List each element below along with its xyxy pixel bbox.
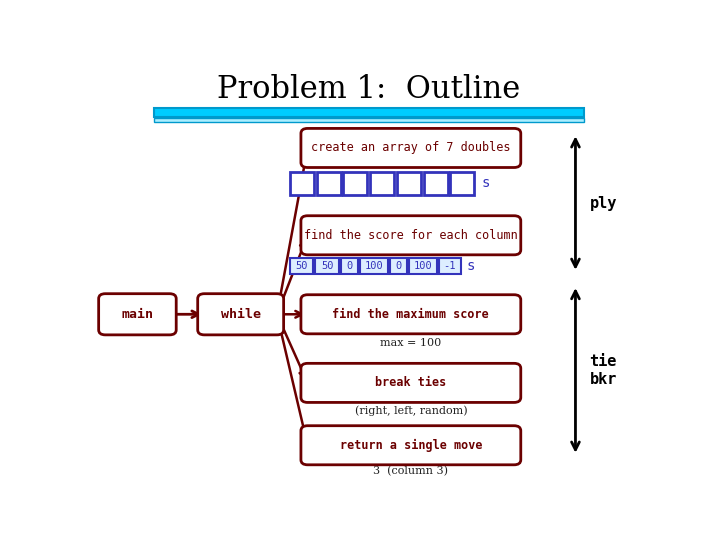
Text: 100: 100 [414,261,433,271]
Text: ply: ply [590,195,617,211]
FancyBboxPatch shape [301,426,521,465]
Bar [289,258,313,274]
Text: 50: 50 [321,261,333,271]
FancyBboxPatch shape [301,129,521,167]
Text: (right, left, random): (right, left, random) [354,406,467,416]
Bar [341,258,358,274]
Text: Problem 1:  Outline: Problem 1: Outline [217,74,521,105]
Bar [317,172,341,195]
Bar [289,172,314,195]
Text: -1: -1 [444,261,456,271]
Bar [370,172,394,195]
FancyBboxPatch shape [301,216,521,255]
Bar [315,258,339,274]
Text: main: main [122,308,153,321]
Text: break ties: break ties [375,376,446,389]
Text: 0: 0 [395,261,402,271]
Bar [390,258,407,274]
Bar [439,258,461,274]
Bar [360,258,388,274]
FancyBboxPatch shape [198,294,284,335]
Text: s: s [482,176,490,190]
Text: find the score for each column: find the score for each column [304,229,518,242]
Text: find the maximum score: find the maximum score [333,308,489,321]
Bar [343,172,367,195]
Text: 3  (column 3): 3 (column 3) [374,467,449,477]
Text: 0: 0 [346,261,353,271]
Text: 50: 50 [295,261,307,271]
FancyBboxPatch shape [301,295,521,334]
FancyBboxPatch shape [301,363,521,402]
Text: while: while [220,308,261,321]
Text: return a single move: return a single move [340,438,482,452]
Bar [154,118,584,122]
Bar [397,172,421,195]
Text: max = 100: max = 100 [380,338,441,348]
Text: s: s [466,259,474,273]
Bar [451,172,474,195]
FancyBboxPatch shape [99,294,176,335]
Bar [423,172,448,195]
Text: tie
bkr: tie bkr [590,354,617,387]
Bar [154,109,584,117]
Text: 100: 100 [364,261,383,271]
Bar [409,258,437,274]
Text: create an array of 7 doubles: create an array of 7 doubles [311,141,510,154]
